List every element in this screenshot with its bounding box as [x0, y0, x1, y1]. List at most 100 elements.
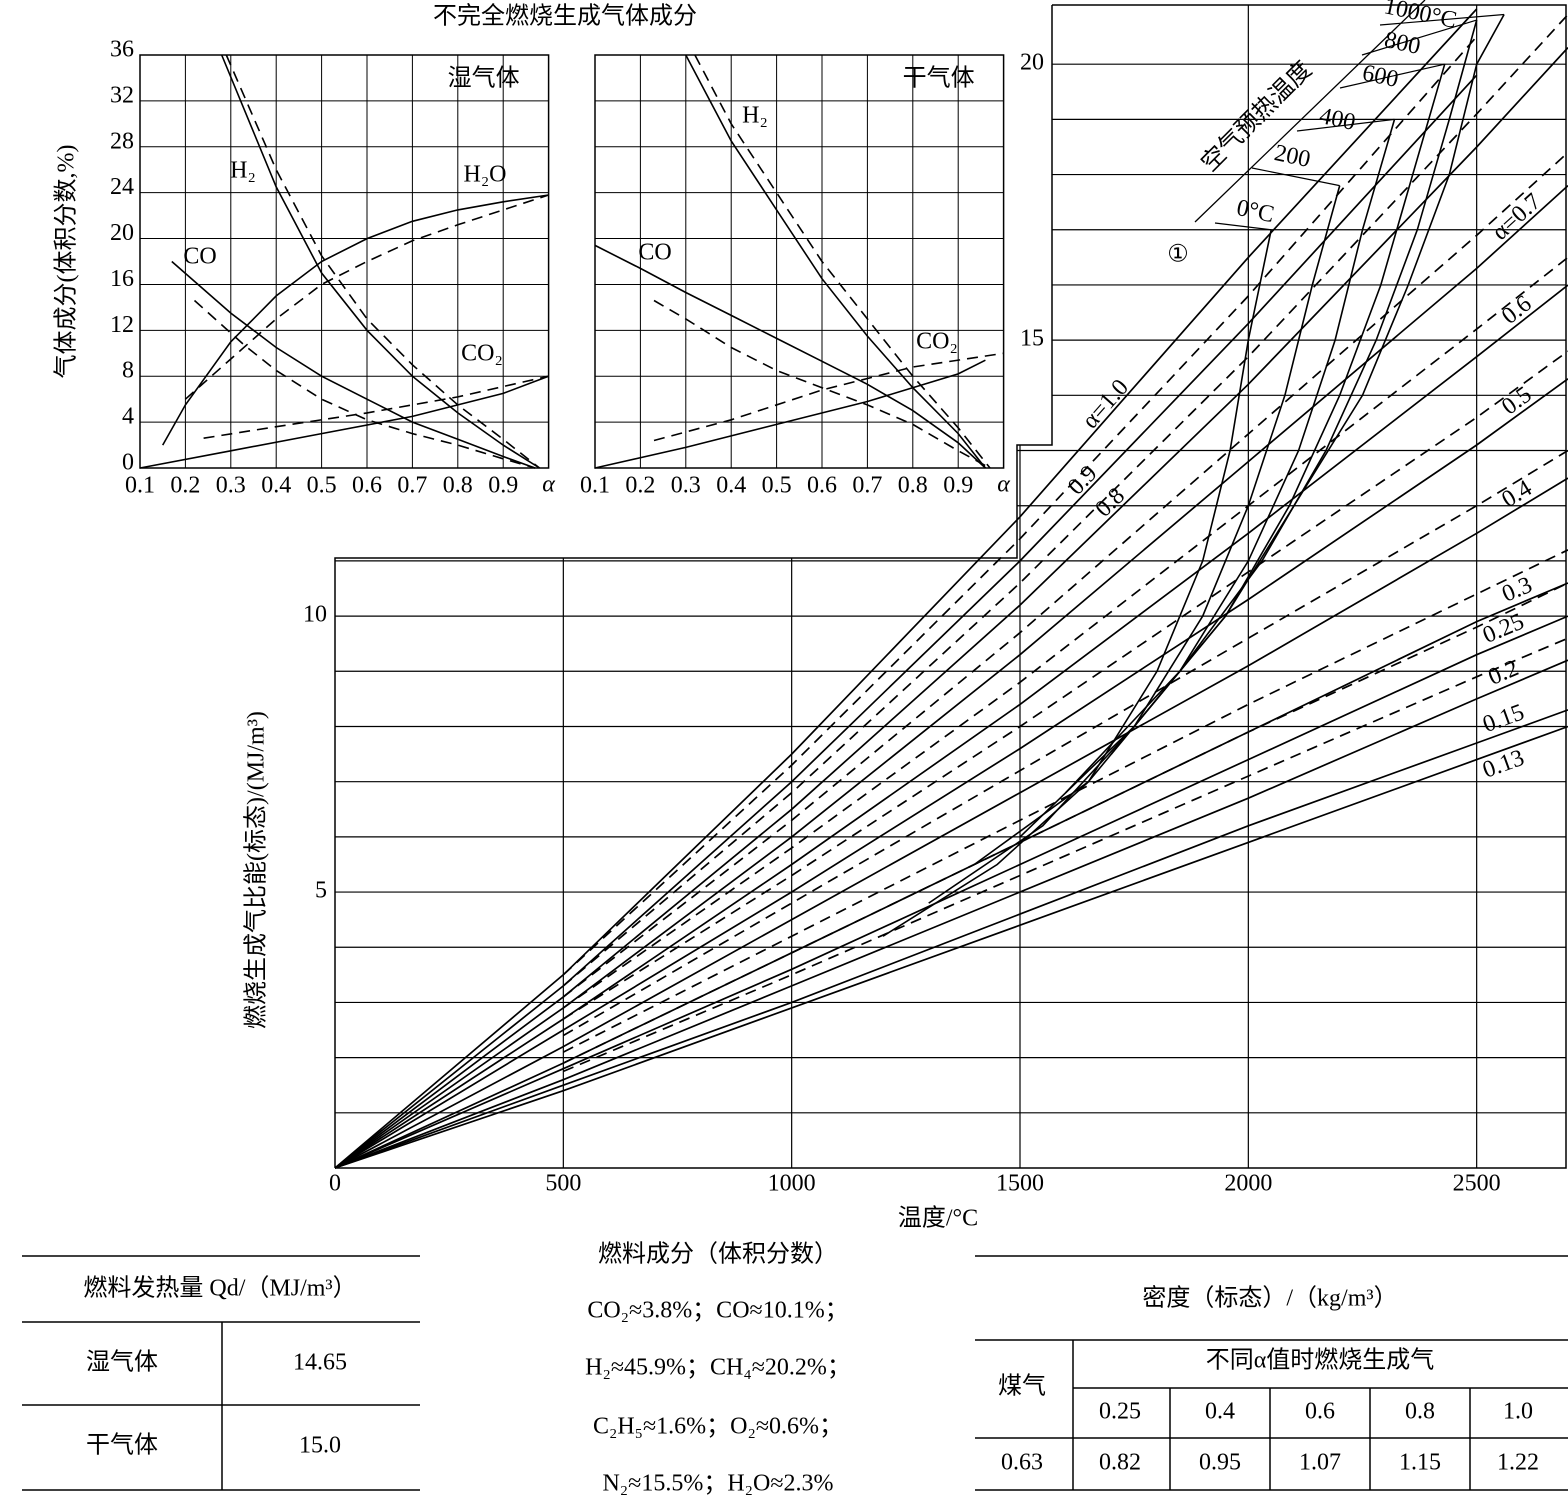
y-tick-label: 15 [1020, 326, 1044, 352]
series-label: 0.15 [1479, 699, 1527, 738]
leader-line [1361, 19, 1477, 56]
series-label: α=1.0 [1077, 375, 1134, 434]
y-axis-label: 燃烧生成气比能(标态)/(MJ/m³) [243, 711, 270, 1029]
cell: 0.8 [1405, 1399, 1435, 1425]
cell: 1.15 [1399, 1450, 1441, 1476]
preheat-label: 0°C [1234, 195, 1276, 228]
line [334, 8, 1478, 1169]
cell: 0.82 [1099, 1450, 1141, 1476]
cell: 0.63 [1001, 1450, 1043, 1476]
x-tick-label: 0.6 [807, 473, 837, 499]
y-tick-label: 28 [110, 128, 134, 154]
preheat-curve [882, 229, 1272, 937]
x-axis-label: 温度/°C [898, 1205, 978, 1232]
dashed-line [562, 256, 1568, 1009]
y-tick-label: 4 [122, 404, 134, 430]
cell: 15.0 [299, 1433, 341, 1459]
line [139, 375, 549, 469]
density-table: 密度（标态）/（kg/m³） 煤气 不同α值时燃烧生成气 0.25 0.4 0.… [975, 1255, 1568, 1491]
x-tick-label: 0.2 [625, 473, 655, 499]
cell: 1.0 [1503, 1399, 1533, 1425]
x-tick-label: 0.1 [125, 473, 155, 499]
chart-title: 干气体 [903, 65, 975, 92]
row-header: 煤气 [998, 1373, 1046, 1400]
x-tick-label: 0.1 [580, 473, 610, 499]
series-label: 0.9 [1063, 461, 1103, 501]
cell: 0.4 [1205, 1399, 1235, 1425]
x-tick-label: 0.7 [852, 473, 882, 499]
preheat-curve [973, 119, 1396, 866]
line [220, 54, 540, 469]
preheat-curve [1065, 19, 1478, 794]
composition-line: CO₂≈3.8%；CO≈10.1%； [587, 1298, 848, 1324]
line [334, 378, 1568, 1169]
series-label: CO [638, 240, 671, 266]
x-tick-label: 2500 [1453, 1171, 1501, 1197]
series-label: 0.3 [1498, 572, 1536, 608]
composition-line: N₂≈15.5%；H₂O≈2.3% [602, 1471, 833, 1497]
y-tick-label: 8 [122, 358, 134, 384]
dashed-line [203, 375, 549, 439]
y-tick-label: 20 [110, 220, 134, 246]
x-tick-label: 0.4 [716, 473, 746, 499]
leader-line [1379, 13, 1505, 26]
cell: 14.65 [293, 1350, 347, 1376]
y-tick-label: 5 [315, 878, 327, 904]
preheat-curve [928, 185, 1341, 904]
series-label: 0.25 [1479, 609, 1528, 649]
leader-line [1214, 222, 1272, 231]
series-label: H₂ [230, 158, 256, 184]
series-label: CO₂ [461, 341, 503, 367]
x-tick-label: 500 [545, 1171, 581, 1197]
table-header: 燃料发热量 Qd/（MJ/m³） [83, 1275, 356, 1302]
composition: 燃料成分（体积分数） CO₂≈3.8%；CO≈10.1%； H₂≈45.9%；C… [585, 1241, 851, 1497]
line [334, 709, 1568, 1169]
x-tick-label: 0.8 [898, 473, 928, 499]
cell: 1.07 [1299, 1450, 1341, 1476]
x-tick-label: 0.4 [261, 473, 291, 499]
y-tick-label: 32 [110, 82, 134, 108]
x-tick-label: 1000 [768, 1171, 816, 1197]
dashed-line [562, 151, 1568, 998]
table-header: 密度（标态）/（kg/m³） [1142, 1285, 1397, 1312]
line [334, 615, 1568, 1169]
dashed-line [225, 54, 540, 469]
y-axis-label: 气体成分(体积分数,%) [53, 145, 80, 379]
dashed-line [193, 299, 536, 469]
y-tick-label: 0 [122, 450, 134, 476]
leader-line [1296, 118, 1395, 132]
heat-table: 燃料发热量 Qd/（MJ/m³） 湿气体 14.65 干气体 15.0 [22, 1255, 420, 1491]
series-label: α=0.7 [1487, 189, 1546, 246]
series-label: 0.5 [1497, 382, 1537, 421]
x-tick-label: 0.9 [488, 473, 518, 499]
preheat-label: 800 [1382, 27, 1423, 60]
cell: 0.6 [1305, 1399, 1335, 1425]
y-tick-label: 36 [110, 37, 134, 63]
x-tick-label: 0.5 [307, 473, 337, 499]
dashed-line [562, 36, 1478, 976]
line [594, 244, 986, 469]
dashed-line [184, 194, 549, 400]
composition-line: H₂≈45.9%；CH₄≈20.2%； [585, 1355, 851, 1381]
cell: 0.25 [1099, 1399, 1141, 1425]
preheat-label: 400 [1317, 103, 1358, 136]
leader-line [1251, 167, 1340, 187]
line [162, 194, 549, 446]
leader-line [1339, 63, 1445, 89]
x-axis-label: α [542, 472, 555, 498]
cell: 1.22 [1497, 1450, 1539, 1476]
plot-frame [334, 4, 1567, 1169]
figure-title: 不完全燃烧生成气体成分 [433, 3, 697, 30]
x-tick-label: 0.6 [352, 473, 382, 499]
dashed-line [694, 54, 991, 469]
cell: 干气体 [86, 1432, 158, 1459]
series-label: 0.8 [1090, 483, 1130, 523]
dashed-line [562, 449, 1568, 1037]
x-tick-label: 0.9 [943, 473, 973, 499]
dashed-line [562, 637, 1568, 1073]
chart-title: 湿气体 [448, 65, 520, 92]
x-tick-label: 2000 [1224, 1171, 1272, 1197]
dashed-line [562, 13, 1568, 987]
series-label: 0.13 [1479, 745, 1527, 784]
y-tick-label: 12 [110, 312, 134, 338]
